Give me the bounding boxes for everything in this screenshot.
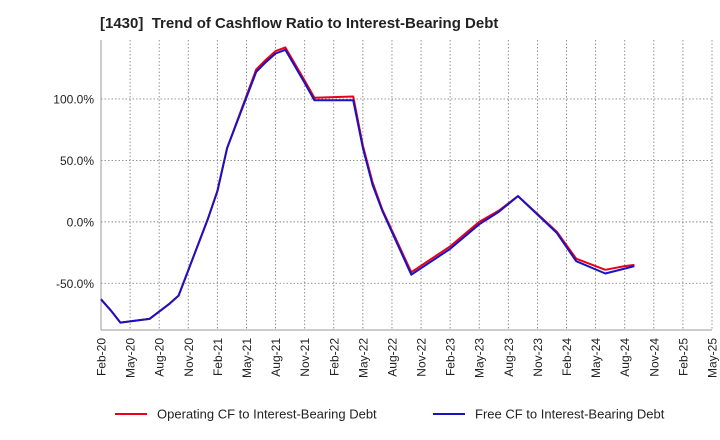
y-tick-label: 50.0% [60,154,94,168]
x-tick-label: Feb-21 [211,338,225,376]
x-tick-label: Nov-22 [415,338,429,377]
y-tick-label: -50.0% [56,277,94,291]
legend-label: Free CF to Interest-Bearing Debt [475,407,665,422]
x-tick-label: Aug-23 [502,338,516,377]
y-tick-label: 100.0% [53,92,94,106]
x-tick-label: Feb-23 [444,338,458,376]
x-tick-label: May-22 [356,338,370,378]
x-tick-label: Feb-25 [676,338,690,376]
x-tick-label: May-24 [589,338,603,378]
x-tick-label: Aug-24 [618,338,632,377]
x-tick-label: Nov-21 [298,338,312,377]
chart-title: [1430] Trend of Cashflow Ratio to Intere… [100,15,499,32]
x-tick-label: Aug-22 [385,338,399,377]
plot-area [101,40,712,330]
x-tick-label: May-20 [124,338,138,378]
legend-label: Operating CF to Interest-Bearing Debt [157,407,377,422]
x-tick-label: Nov-20 [182,338,196,377]
y-tick-label: 0.0% [67,215,95,229]
series-line-2 [100,48,635,324]
x-tick-label: Feb-22 [327,338,341,376]
x-tick-label: Feb-20 [95,338,109,376]
x-tick-label: Feb-24 [560,338,574,376]
x-tick-label: Nov-23 [531,338,545,377]
x-tick-label: May-25 [706,338,720,378]
x-tick-label: Aug-20 [153,338,167,377]
x-tick-label: May-21 [240,338,254,378]
x-tick-label: Nov-24 [647,338,661,377]
x-tick-label: May-23 [473,338,487,378]
x-tick-label: Aug-21 [269,338,283,377]
